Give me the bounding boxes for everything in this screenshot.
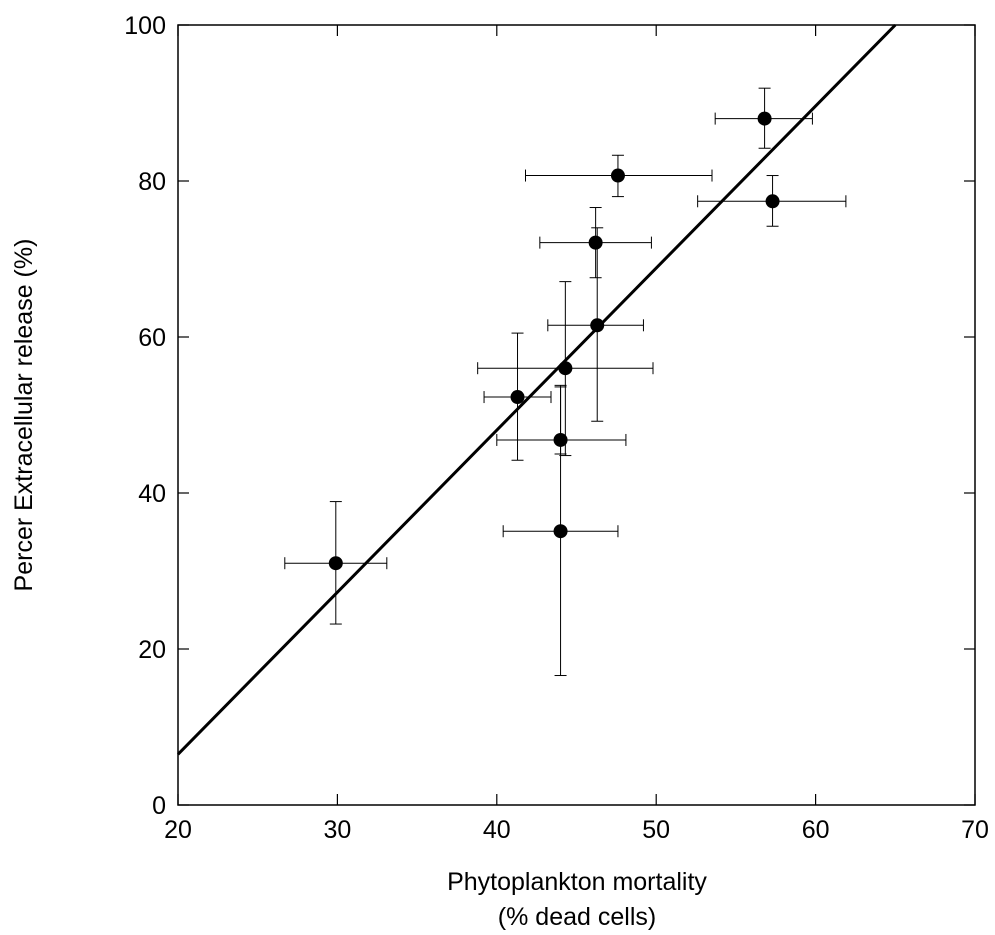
plot-border (177, 24, 976, 806)
y-tick-label: 0 (152, 792, 166, 820)
data-point (765, 194, 780, 209)
x-tick-label: 40 (483, 816, 511, 844)
regression-line (176, 23, 897, 756)
data-point (590, 318, 605, 333)
y-tick-label: 100 (124, 12, 166, 40)
data-point (610, 168, 625, 183)
error-bars (284, 87, 847, 677)
data-point (588, 235, 603, 250)
data-point (757, 111, 772, 126)
data-point (558, 361, 573, 376)
data-points (328, 111, 780, 571)
y-tick-label: 20 (138, 636, 166, 664)
plot-frame (177, 24, 976, 806)
x-tick-label: 70 (961, 816, 989, 844)
x-tick-label: 20 (164, 816, 192, 844)
x-tick-label: 30 (323, 816, 351, 844)
data-point (510, 390, 525, 405)
regression-line-group (176, 23, 897, 756)
y-tick-label: 40 (138, 480, 166, 508)
data-point (553, 432, 568, 447)
data-point (553, 524, 568, 539)
y-tick-label: 80 (138, 168, 166, 196)
x-tick-label: 50 (642, 816, 670, 844)
x-tick-label: 60 (802, 816, 830, 844)
x-axis-title-line1: Phytoplankton mortality (447, 868, 707, 896)
y-tick-label: 60 (138, 324, 166, 352)
x-axis-title-line2: (% dead cells) (498, 903, 656, 931)
axis-ticks (177, 24, 976, 806)
data-point (328, 556, 343, 571)
y-axis-title: Percer Extracellular release (%) (10, 239, 38, 592)
